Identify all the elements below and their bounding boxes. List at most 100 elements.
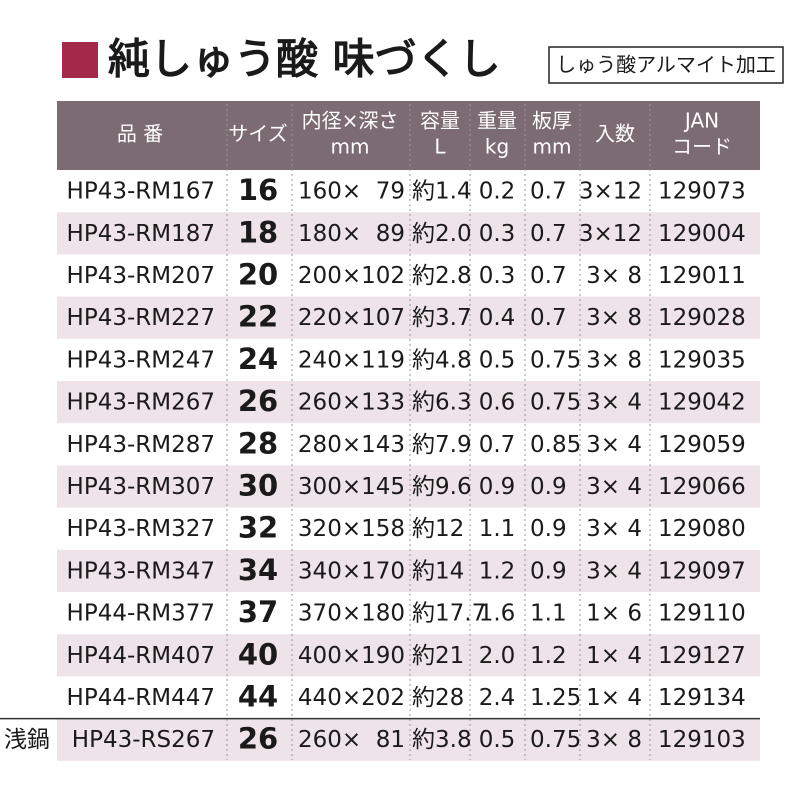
header-cell: 容量: [420, 109, 460, 133]
table-cell: 約21: [412, 643, 464, 669]
title-marker: [62, 42, 98, 78]
table-cell: 0.75: [530, 390, 581, 416]
table-cell: HP43-RM207: [67, 263, 215, 289]
table-cell: 約3.8: [412, 727, 472, 753]
table-cell: 180× 89: [298, 221, 405, 247]
row-stripe: [57, 296, 760, 339]
table-cell: 2.4: [479, 685, 516, 711]
table-cell: 約1.4: [412, 179, 472, 205]
table-cell: 約3.7: [412, 305, 472, 331]
table-cell: 3× 4: [586, 432, 642, 458]
header-cell: kg: [485, 135, 509, 159]
table-cell: 280×143: [298, 432, 405, 458]
table-cell: HP43-RM247: [67, 347, 215, 373]
table-cell: 370×180: [298, 601, 405, 627]
table-cell: HP44-RM447: [67, 685, 215, 711]
table-cell: 44: [238, 680, 278, 714]
table-cell: 20: [238, 258, 278, 292]
table-cell: 0.9: [530, 516, 567, 542]
table-cell: 260× 81: [298, 727, 405, 753]
row-stripe: [57, 549, 760, 592]
table-cell: 200×102: [298, 263, 405, 289]
table-cell: 22: [238, 300, 278, 334]
header-cell: 重量: [477, 109, 517, 133]
table-cell: 3× 8: [586, 347, 642, 373]
table-cell: 129059: [658, 432, 746, 458]
table-cell: 129066: [658, 474, 746, 500]
table-cell: 129103: [658, 727, 746, 753]
badge: しゅう酸アルマイト加工: [556, 53, 776, 77]
table-cell: 129035: [658, 347, 746, 373]
table-cell: 0.7: [530, 305, 567, 331]
table-cell: 0.9: [479, 474, 516, 500]
table-cell: 129134: [658, 685, 746, 711]
table-cell: 37: [238, 595, 278, 629]
table-cell: HP43-RM267: [67, 390, 215, 416]
table-cell: 約4.8: [412, 347, 472, 373]
header-cell: 品 番: [117, 122, 163, 146]
table-cell: 0.9: [530, 558, 567, 584]
table-cell: 1.2: [530, 643, 567, 669]
table-cell: 26: [238, 722, 278, 756]
header-cell: mm: [533, 135, 572, 159]
header-cell: サイズ: [228, 122, 287, 146]
table-cell: 1× 4: [586, 685, 642, 711]
table-cell: 0.5: [479, 347, 516, 373]
table-cell: 400×190: [298, 643, 405, 669]
table-cell: 約2.0: [412, 221, 472, 247]
table-cell: 1× 4: [586, 643, 642, 669]
table-cell: 129073: [658, 179, 746, 205]
table-cell: 1.25: [530, 685, 581, 711]
table-cell: 約6.3: [412, 390, 472, 416]
table-cell: 0.7: [479, 432, 516, 458]
table-cell: 0.75: [530, 727, 581, 753]
table-cell: HP43-RM347: [67, 558, 215, 584]
table-cell: 0.4: [479, 305, 516, 331]
table-cell: 約9.6: [412, 474, 472, 500]
table-cell: 3× 4: [586, 516, 642, 542]
row-stripe: [57, 212, 760, 255]
table-cell: HP43-RM167: [67, 179, 215, 205]
table-cell: 約17.7: [412, 601, 486, 627]
table-cell: 18: [238, 215, 278, 249]
header-cell: 板厚: [532, 109, 572, 133]
table-cell: HP43-RM327: [67, 516, 215, 542]
table-cell: 0.6: [479, 390, 516, 416]
table-cell: 1.1: [479, 516, 516, 542]
table-cell: 0.7: [530, 221, 567, 247]
header-cell: 入数: [595, 122, 635, 146]
table-cell: HP43-RM307: [67, 474, 215, 500]
title: 純しゅう酸 味づくし: [108, 35, 501, 84]
table-cell: 0.7: [530, 179, 567, 205]
header-cell: コード: [672, 135, 732, 159]
table-cell: 24: [238, 342, 278, 376]
table-cell: 129080: [658, 516, 746, 542]
table-cell: 0.7: [530, 263, 567, 289]
header-cell: JAN: [683, 109, 719, 133]
table-cell: 16: [238, 173, 278, 207]
table-cell: 3×12: [579, 179, 642, 205]
table-cell: 220×107: [298, 305, 405, 331]
table-cell: 160× 79: [298, 179, 405, 205]
badge-box: [548, 46, 784, 84]
table-cell: 0.85: [530, 432, 581, 458]
table-cell: 約7.9: [412, 432, 472, 458]
table-cell: 30: [238, 469, 278, 503]
table-cell: 129110: [658, 601, 746, 627]
table-cell: 0.75: [530, 347, 581, 373]
table-cell: 1.1: [530, 601, 567, 627]
table-cell: HP44-RM407: [67, 643, 215, 669]
table-cell: 0.3: [479, 221, 516, 247]
table-cell: 3× 8: [586, 727, 642, 753]
row-stripe: [57, 634, 760, 677]
table-cell: 129127: [658, 643, 746, 669]
table-cell: 26: [238, 384, 278, 418]
table-cell: 440×202: [298, 685, 405, 711]
table-cell: 32: [238, 511, 278, 545]
table-cell: 3× 8: [586, 305, 642, 331]
table-cell: 129042: [658, 390, 746, 416]
table-cell: 260×133: [298, 390, 405, 416]
table-cell: 40: [238, 637, 278, 671]
table-cell: 0.5: [479, 727, 516, 753]
side-label: 浅鍋: [4, 727, 50, 753]
